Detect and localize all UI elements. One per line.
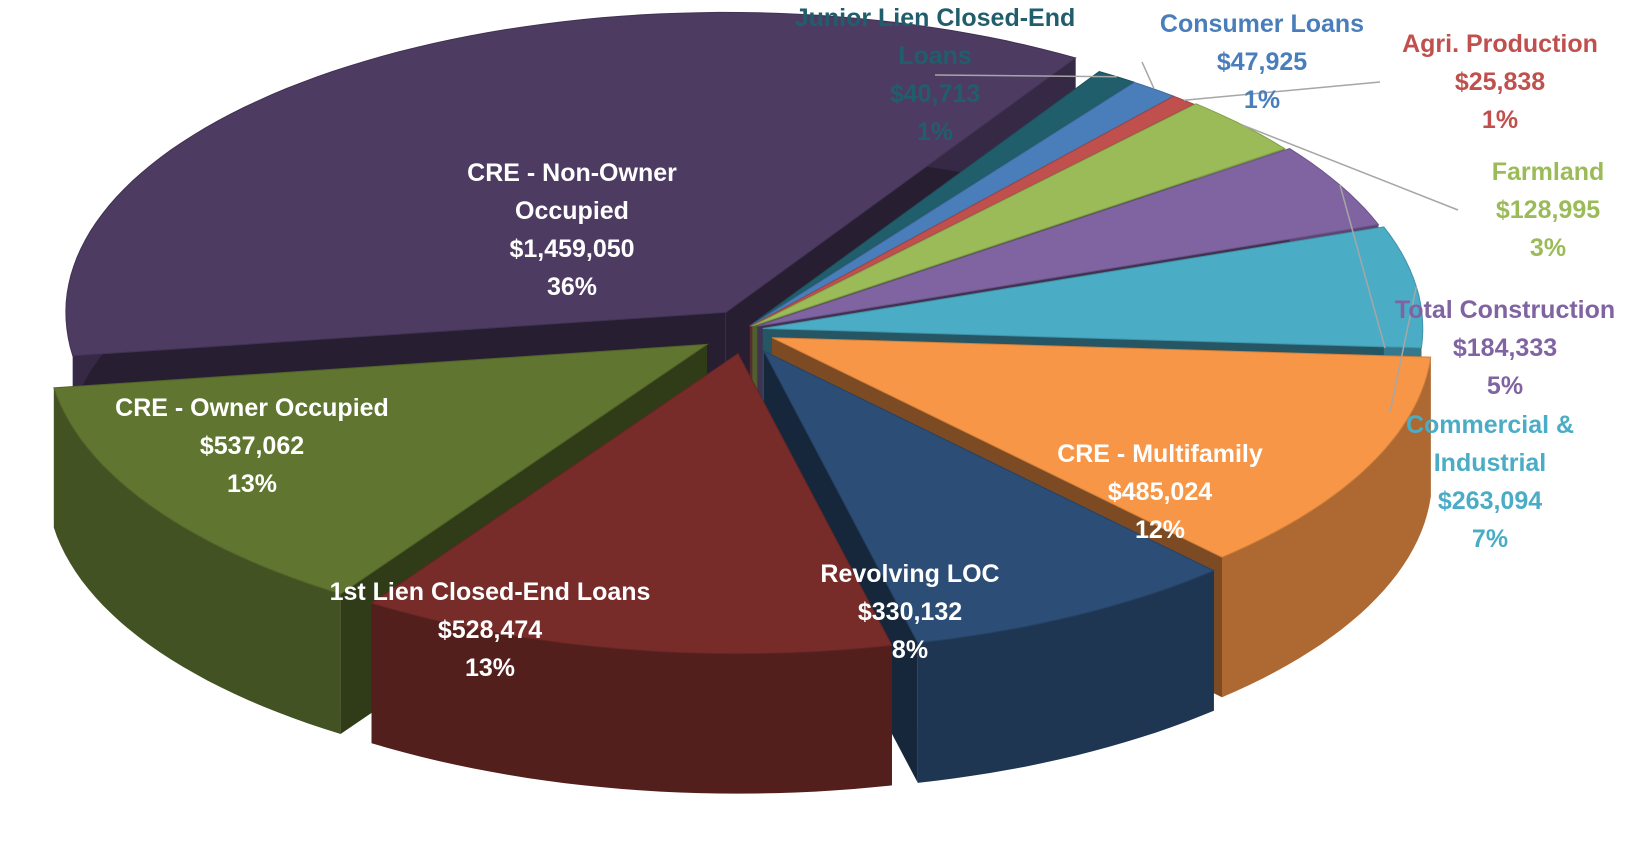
label-name: Revolving LOC bbox=[820, 560, 1000, 588]
leader-line bbox=[1242, 124, 1459, 211]
data-label: Agri. Production $25,838 1% bbox=[1370, 25, 1630, 139]
label-name: Junior Lien Closed-End Loans bbox=[794, 4, 1076, 70]
label-name: CRE - Multifamily bbox=[1057, 440, 1263, 468]
label-percent: 13% bbox=[464, 654, 516, 682]
label-name: Total Construction bbox=[1394, 296, 1616, 324]
label-value: $47,925 bbox=[1216, 48, 1308, 76]
slice-side bbox=[371, 603, 892, 794]
label-percent: 1% bbox=[1243, 86, 1281, 114]
slice-top bbox=[65, 11, 1077, 357]
label-name: 1st Lien Closed-End Loans bbox=[329, 578, 651, 606]
data-label: CRE - Non-Owner Occupied $1,459,050 36% bbox=[432, 154, 712, 306]
label-name: CRE - Owner Occupied bbox=[115, 394, 389, 422]
slice-top bbox=[757, 148, 1380, 327]
slice-side bbox=[53, 387, 341, 734]
label-percent: 3% bbox=[1529, 234, 1567, 262]
leader-line bbox=[1389, 286, 1418, 413]
label-value: $485,024 bbox=[1107, 478, 1213, 506]
leader-line bbox=[1141, 61, 1155, 90]
label-name: Agri. Production bbox=[1402, 30, 1598, 58]
label-value: $330,132 bbox=[857, 598, 963, 626]
label-value: $537,062 bbox=[199, 432, 305, 460]
label-value: $263,094 bbox=[1437, 487, 1543, 515]
label-percent: 1% bbox=[916, 118, 954, 146]
slice-top bbox=[370, 352, 893, 655]
data-label: Total Construction $184,333 5% bbox=[1375, 291, 1630, 405]
label-name: Farmland bbox=[1491, 158, 1605, 186]
label-value: $1,459,050 bbox=[509, 235, 635, 263]
label-percent: 1% bbox=[1481, 106, 1519, 134]
data-label: CRE - Owner Occupied $537,062 13% bbox=[72, 389, 432, 503]
label-name: CRE - Non-Owner Occupied bbox=[467, 159, 677, 225]
label-name: Commercial & Industrial bbox=[1405, 411, 1575, 477]
label-name: Consumer Loans bbox=[1159, 10, 1365, 38]
data-label: Farmland $128,995 3% bbox=[1448, 153, 1630, 267]
label-percent: 12% bbox=[1134, 516, 1186, 544]
data-label: Commercial & Industrial $263,094 7% bbox=[1380, 406, 1600, 558]
label-percent: 13% bbox=[226, 470, 278, 498]
label-value: $128,995 bbox=[1495, 196, 1601, 224]
slice bbox=[370, 352, 893, 794]
leader-line bbox=[1183, 81, 1381, 101]
data-label: Consumer Loans $47,925 1% bbox=[1132, 5, 1392, 119]
label-value: $528,474 bbox=[437, 616, 543, 644]
label-value: $25,838 bbox=[1454, 68, 1546, 96]
data-label: Revolving LOC $330,132 8% bbox=[780, 555, 1040, 669]
slice-top bbox=[762, 226, 1424, 349]
label-value: $184,333 bbox=[1452, 334, 1558, 362]
label-percent: 8% bbox=[891, 636, 929, 664]
label-percent: 36% bbox=[546, 273, 598, 301]
label-percent: 5% bbox=[1486, 372, 1524, 400]
data-label: 1st Lien Closed-End Loans $528,474 13% bbox=[290, 573, 690, 687]
slice-side bbox=[1222, 357, 1431, 698]
data-label: Junior Lien Closed-End Loans $40,713 1% bbox=[770, 0, 1100, 151]
slice-top bbox=[762, 349, 1216, 644]
slice-top bbox=[53, 343, 709, 595]
label-value: $40,713 bbox=[889, 80, 981, 108]
label-percent: 7% bbox=[1471, 525, 1509, 553]
leader-line bbox=[1339, 184, 1386, 349]
slice-top bbox=[771, 337, 1432, 558]
slice-top bbox=[752, 103, 1286, 327]
slice-side bbox=[917, 570, 1214, 783]
leader-line bbox=[934, 74, 1117, 78]
data-label: CRE - Multifamily $485,024 12% bbox=[1010, 435, 1310, 549]
